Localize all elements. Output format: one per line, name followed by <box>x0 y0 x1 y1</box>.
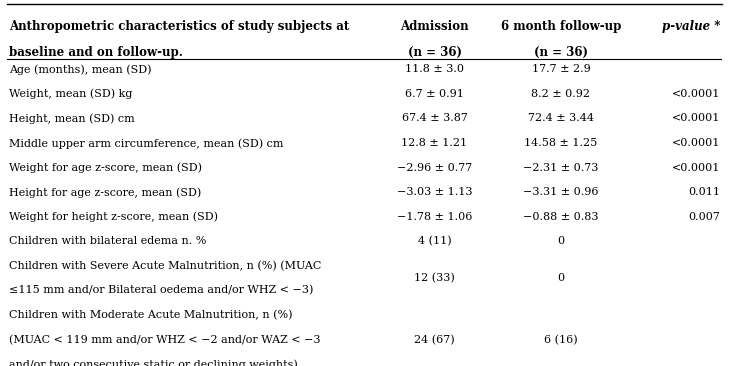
Text: Children with Severe Acute Malnutrition, n (%) (MUAC: Children with Severe Acute Malnutrition,… <box>9 261 321 271</box>
Text: 72.4 ± 3.44: 72.4 ± 3.44 <box>528 113 594 123</box>
Text: <0.0001: <0.0001 <box>672 113 720 123</box>
Text: <0.0001: <0.0001 <box>672 138 720 148</box>
Text: (n = 36): (n = 36) <box>534 46 588 59</box>
Text: Admission: Admission <box>400 20 469 33</box>
Text: Anthropometric characteristics of study subjects at: Anthropometric characteristics of study … <box>9 20 349 33</box>
Text: −3.31 ± 0.96: −3.31 ± 0.96 <box>523 187 599 197</box>
Text: 12 (33): 12 (33) <box>414 273 455 283</box>
Text: (MUAC < 119 mm and/or WHZ < −2 and/or WAZ < −3: (MUAC < 119 mm and/or WHZ < −2 and/or WA… <box>9 335 320 345</box>
Text: 11.8 ± 3.0: 11.8 ± 3.0 <box>405 64 464 74</box>
Text: 67.4 ± 3.87: 67.4 ± 3.87 <box>402 113 467 123</box>
Text: −1.78 ± 1.06: −1.78 ± 1.06 <box>397 212 472 222</box>
Text: 0: 0 <box>558 236 564 246</box>
Text: 6 month follow-up: 6 month follow-up <box>501 20 621 33</box>
Text: Height, mean (SD) cm: Height, mean (SD) cm <box>9 113 134 124</box>
Text: Weight for height z-score, mean (SD): Weight for height z-score, mean (SD) <box>9 212 218 222</box>
Text: 6.7 ± 0.91: 6.7 ± 0.91 <box>405 89 464 99</box>
Text: (n = 36): (n = 36) <box>408 46 461 59</box>
Text: Age (months), mean (SD): Age (months), mean (SD) <box>9 64 151 75</box>
Text: −2.96 ± 0.77: −2.96 ± 0.77 <box>397 163 472 172</box>
Text: ≤115 mm and/or Bilateral oedema and/or WHZ < −3): ≤115 mm and/or Bilateral oedema and/or W… <box>9 285 313 296</box>
Text: 8.2 ± 0.92: 8.2 ± 0.92 <box>531 89 590 99</box>
Text: and/or two consecutive static or declining weights): and/or two consecutive static or declini… <box>9 359 297 366</box>
Text: 14.58 ± 1.25: 14.58 ± 1.25 <box>524 138 598 148</box>
Text: 6 (16): 6 (16) <box>544 335 578 345</box>
Text: <0.0001: <0.0001 <box>672 89 720 99</box>
Text: Weight for age z-score, mean (SD): Weight for age z-score, mean (SD) <box>9 163 202 173</box>
Text: 4 (11): 4 (11) <box>418 236 451 247</box>
Text: Height for age z-score, mean (SD): Height for age z-score, mean (SD) <box>9 187 201 198</box>
Text: 0.007: 0.007 <box>688 212 720 222</box>
Text: −2.31 ± 0.73: −2.31 ± 0.73 <box>523 163 599 172</box>
Text: 24 (67): 24 (67) <box>414 335 455 345</box>
Text: 17.7 ± 2.9: 17.7 ± 2.9 <box>531 64 590 74</box>
Text: 0: 0 <box>558 273 564 283</box>
Text: Children with Moderate Acute Malnutrition, n (%): Children with Moderate Acute Malnutritio… <box>9 310 292 320</box>
Text: 0.011: 0.011 <box>688 187 720 197</box>
Text: Weight, mean (SD) kg: Weight, mean (SD) kg <box>9 89 132 100</box>
Text: baseline and on follow-up.: baseline and on follow-up. <box>9 46 182 59</box>
Text: −3.03 ± 1.13: −3.03 ± 1.13 <box>397 187 472 197</box>
Text: −0.88 ± 0.83: −0.88 ± 0.83 <box>523 212 599 222</box>
Text: Middle upper arm circumference, mean (SD) cm: Middle upper arm circumference, mean (SD… <box>9 138 284 149</box>
Text: p-value *: p-value * <box>662 20 720 33</box>
Text: 12.8 ± 1.21: 12.8 ± 1.21 <box>402 138 467 148</box>
Text: <0.0001: <0.0001 <box>672 163 720 172</box>
Text: Children with bilateral edema n. %: Children with bilateral edema n. % <box>9 236 206 246</box>
